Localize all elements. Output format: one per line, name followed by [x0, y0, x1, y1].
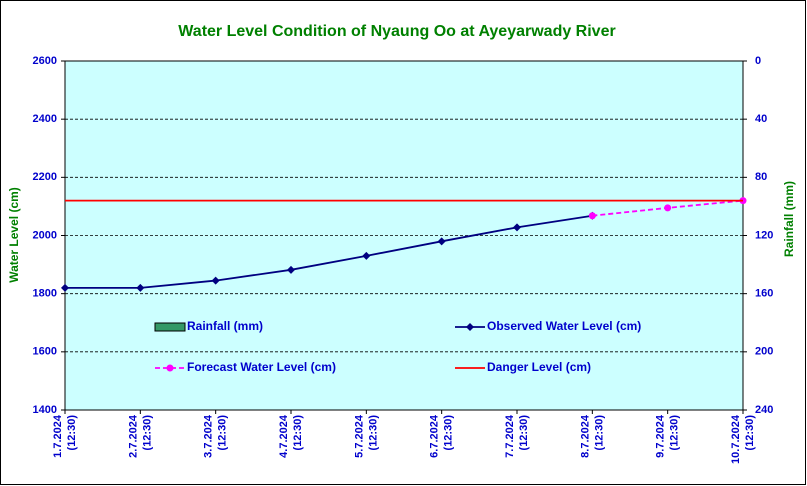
y2-tick-label: 80 — [755, 171, 767, 183]
legend-swatch — [154, 322, 186, 332]
y2-axis-title: Rainfall (mm) — [782, 181, 796, 257]
y-tick-label: 2200 — [33, 171, 57, 183]
plot-border — [64, 60, 744, 411]
y-tick-label: 2400 — [33, 113, 57, 125]
y-tick-label: 2000 — [33, 229, 57, 241]
x-tick-label: 1.7.2024 (12:30) — [52, 414, 78, 458]
y2-tick-label: 120 — [755, 229, 773, 241]
legend-marker — [466, 323, 474, 331]
marker — [287, 265, 295, 274]
y2-tick-label: 200 — [755, 346, 773, 358]
x-tick-label: 3.7.2024 (12:30) — [203, 414, 229, 458]
y2-tick-label: 160 — [755, 288, 773, 300]
marker — [362, 251, 371, 260]
legend-label: Observed Water Level (cm) — [487, 319, 641, 333]
x-tick-label: 4.7.2024 (12:30) — [278, 414, 304, 458]
marker — [664, 204, 672, 212]
legend-label: Danger Level (cm) — [487, 360, 591, 374]
x-tick-label: 7.7.2024 (12:30) — [504, 414, 530, 458]
y2-tick-label: 40 — [755, 113, 767, 125]
marker — [437, 237, 446, 246]
marker — [61, 283, 69, 292]
marker — [211, 276, 220, 285]
x-tick-label: 5.7.2024 (12:30) — [353, 414, 379, 458]
y2-tick-label: 0 — [755, 55, 761, 67]
legend-label: Rainfall (mm) — [187, 319, 263, 333]
marker — [588, 212, 596, 220]
marker — [136, 283, 145, 292]
marker — [513, 223, 521, 232]
y2-tick-label: 240 — [755, 404, 773, 416]
legend-label: Forecast Water Level (cm) — [187, 360, 336, 374]
y-tick-label: 1800 — [33, 288, 57, 300]
y-tick-label: 1400 — [33, 404, 57, 416]
legend-marker — [166, 364, 174, 372]
line — [65, 214, 593, 289]
x-tick-label: 6.7.2024 (12:30) — [429, 414, 455, 458]
x-tick-label: 10.7.2024 (12:30) — [730, 414, 756, 464]
y-tick-label: 2600 — [33, 55, 57, 67]
y-tick-label: 1600 — [33, 346, 57, 358]
chart-title: Water Level Condition of Nyaung Oo at Ay… — [178, 23, 615, 40]
x-tick-label: 9.7.2024 (12:30) — [655, 414, 681, 458]
x-tick-label: 2.7.2024 (12:30) — [127, 414, 153, 458]
x-tick-label: 8.7.2024 (12:30) — [579, 414, 605, 458]
y-axis-title: Water Level (cm) — [7, 187, 21, 283]
